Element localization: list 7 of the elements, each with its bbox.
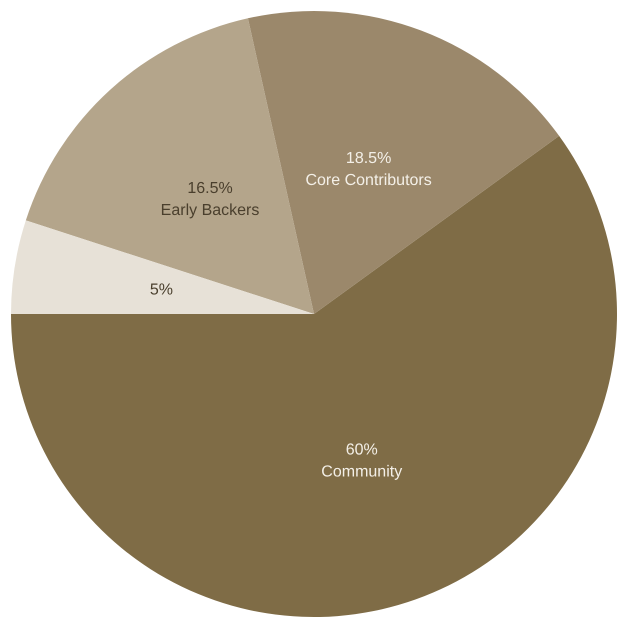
slice-label: Community bbox=[321, 463, 402, 480]
data-label: 18.5% bbox=[346, 150, 392, 167]
data-label: 5% bbox=[150, 281, 173, 298]
slice-label: Early Backers bbox=[160, 202, 260, 220]
data-label: 60% bbox=[346, 441, 378, 458]
data-label: 16.5% bbox=[187, 180, 233, 198]
slice-label: Core Contributors bbox=[305, 172, 432, 189]
